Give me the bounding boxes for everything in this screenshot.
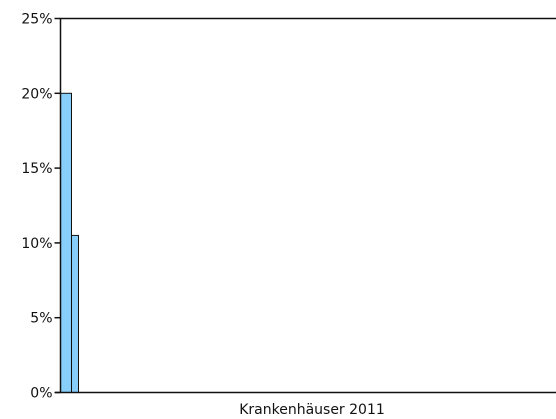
y-ticks-group: 0% 5% 10% 15% 20% 25% [21,12,61,402]
y-tick-label: 0% [30,386,52,402]
y-tick-label: 15% [21,161,52,177]
y-tick-label: 20% [21,86,52,102]
y-tick-label: 10% [21,236,52,252]
bar [60,92,72,394]
bars-group [60,92,79,394]
axes-group [55,17,556,394]
x-axis-title: Krankenhäuser 2011 [239,402,385,418]
bar [71,234,79,393]
y-tick-label: 5% [30,311,52,327]
y-tick-label: 25% [21,12,52,28]
